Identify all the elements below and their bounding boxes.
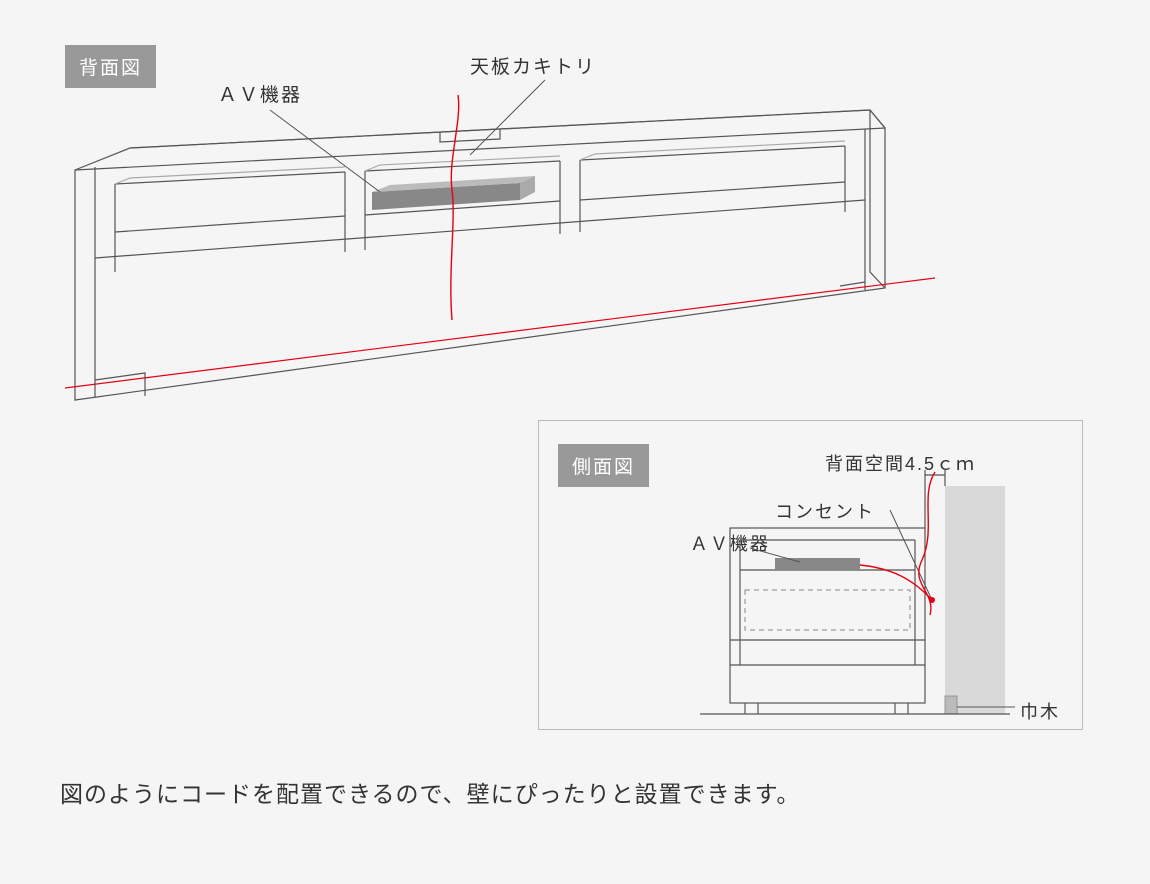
av-device-side: [775, 558, 860, 570]
wall-rect: [945, 486, 1005, 714]
baseboard-rect: [945, 696, 957, 714]
side-view-drawing: [0, 0, 1150, 884]
caption-text: 図のようにコードを配置できるので、壁にぴったりと設置できます。: [60, 775, 1090, 814]
cord-side-vertical: [919, 472, 935, 615]
outlet-dot: [929, 597, 935, 603]
dashed-inner-box: [745, 590, 910, 630]
diagram-canvas: 背面図 ＡＶ機器 天板カキトリ: [0, 0, 1150, 884]
